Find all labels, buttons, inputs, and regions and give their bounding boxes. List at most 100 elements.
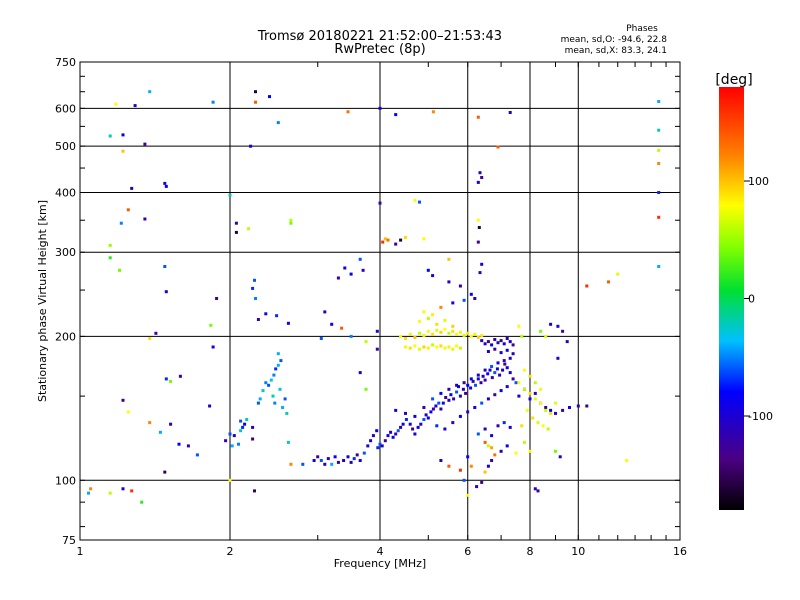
scatter-point <box>480 262 484 266</box>
scatter-point <box>439 344 443 348</box>
scatter-point <box>279 359 283 363</box>
scatter-point <box>451 421 455 425</box>
scatter-point <box>607 280 610 284</box>
scatter-point <box>452 397 456 401</box>
scatter-point <box>493 338 497 341</box>
scatter-point <box>237 442 240 446</box>
scatter-point <box>267 383 271 387</box>
x-tick-label: 8 <box>527 545 534 558</box>
scatter-point <box>258 397 262 401</box>
scatter-point <box>245 418 249 421</box>
scatter-point <box>533 381 537 385</box>
scatter-point <box>261 389 265 393</box>
scatter-point <box>289 462 293 466</box>
scatter-point <box>404 236 407 239</box>
chart-subtitle: RwPretec (8p) <box>334 42 425 57</box>
scatter-point <box>473 332 477 336</box>
scatter-point <box>496 361 500 365</box>
scatter-point <box>336 276 340 280</box>
scatter-point <box>455 383 459 387</box>
scatter-point <box>154 331 158 335</box>
scatter-point <box>349 460 353 464</box>
scatter-point <box>539 387 543 391</box>
y-tick-label: 300 <box>55 246 76 259</box>
scatter-point <box>163 265 167 268</box>
scatter-point <box>486 340 490 344</box>
scatter-point <box>211 345 215 349</box>
scatter-point <box>121 398 125 402</box>
scatter-point <box>158 430 162 434</box>
scatter-point <box>401 422 405 426</box>
x-tick-labels: 1 2 4 6 8 10 16 <box>77 545 688 558</box>
scatter-point <box>383 237 387 241</box>
scatter-point <box>408 346 412 350</box>
scatter-point <box>474 383 477 387</box>
colorbar-label: [deg] <box>715 72 752 88</box>
x-tick-label: 2 <box>227 545 234 558</box>
scatter-point <box>418 331 421 335</box>
scatter-point <box>228 193 232 197</box>
scatter-point <box>447 398 451 402</box>
scatter-point <box>429 410 433 414</box>
scatter-point <box>272 373 276 377</box>
scatter-point <box>549 408 553 412</box>
chart-title: Tromsø 20180221 21:52:00–21:53:43 <box>257 29 502 44</box>
colorbar-tick-label: 100 <box>748 175 769 188</box>
scatter-point <box>177 442 181 446</box>
scatter-point <box>394 408 398 412</box>
scatter-point <box>411 427 415 431</box>
scatter-point <box>378 106 382 110</box>
y-tick-label: 200 <box>55 330 76 343</box>
scatter-point <box>435 424 439 428</box>
scatter-point <box>435 345 439 349</box>
y-tick-label: 75 <box>62 534 76 547</box>
scatter-point <box>439 330 443 334</box>
scatter-point <box>483 342 487 346</box>
scatter-point <box>437 401 441 405</box>
scatter-point <box>499 449 503 453</box>
scatter-point <box>657 128 661 132</box>
scatter-point <box>378 201 382 205</box>
scatter-point <box>505 337 509 340</box>
scatter-point <box>447 257 451 261</box>
scatter-point <box>511 343 515 347</box>
scatter-point <box>349 334 353 338</box>
scatter-point <box>126 208 130 212</box>
scatter-point <box>381 240 385 244</box>
scatter-point <box>326 457 330 461</box>
scatter-point <box>256 401 260 405</box>
scatter-point <box>342 459 346 462</box>
scatter-point <box>285 411 289 415</box>
scatter-point <box>483 470 487 474</box>
scatter-point <box>462 478 466 482</box>
scatter-point <box>121 149 125 153</box>
scatter-point <box>554 401 557 405</box>
scatter-point <box>431 110 435 114</box>
scatter-point <box>657 100 661 103</box>
scatter-point <box>264 312 268 316</box>
scatter-point <box>281 406 285 409</box>
scatter-point <box>476 240 480 244</box>
scatter-point <box>211 100 215 104</box>
scatter-point <box>380 444 384 448</box>
scatter-point <box>431 313 435 317</box>
scatter-point <box>451 301 455 305</box>
scatter-point <box>119 221 123 225</box>
scatter-point <box>523 387 526 391</box>
scatter-point <box>486 372 490 376</box>
scatter-point <box>505 444 509 448</box>
scatter-point <box>278 387 282 391</box>
scatter-point <box>254 100 257 104</box>
scatter-point <box>164 184 168 188</box>
scatter-point <box>209 323 213 327</box>
scatter-point <box>319 459 323 462</box>
scatter-point <box>108 134 112 138</box>
scatter-point <box>499 389 503 393</box>
scatter-point <box>561 329 565 333</box>
scatter-point <box>466 455 470 459</box>
scatter-point <box>396 429 400 433</box>
scatter-point <box>528 449 532 453</box>
scatter-point <box>426 317 430 320</box>
y-tick-label: 400 <box>55 186 76 199</box>
scatter-point <box>215 297 219 300</box>
